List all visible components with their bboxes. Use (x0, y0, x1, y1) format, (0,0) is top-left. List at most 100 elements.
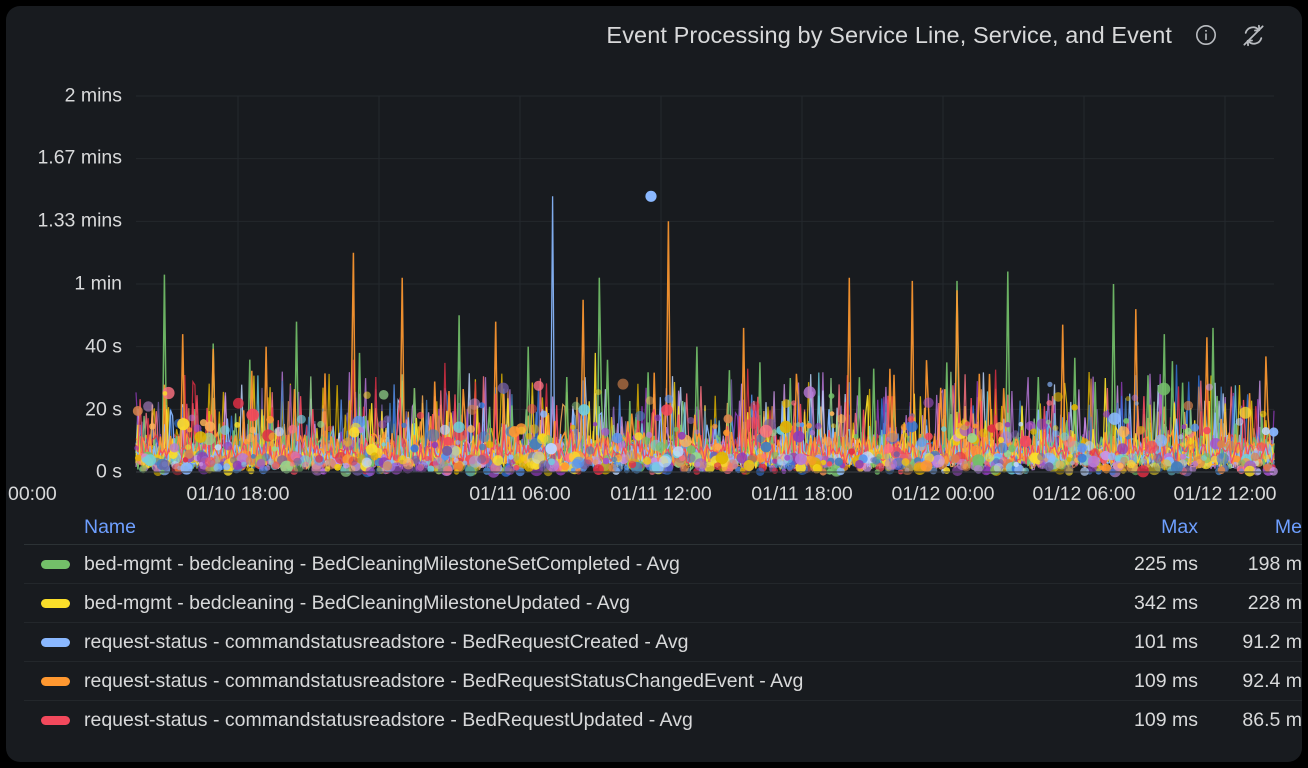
legend-table[interactable]: Name Max Me bed-mgmt - bedcleaning - Bed… (6, 510, 1302, 762)
data-point (1126, 459, 1136, 469)
data-point (714, 443, 722, 451)
data-point (776, 458, 783, 466)
data-point (621, 456, 628, 463)
data-point (271, 461, 280, 470)
data-point (731, 464, 737, 470)
column-header-max[interactable]: Max (1161, 515, 1198, 538)
data-point (289, 461, 295, 467)
data-point (533, 380, 544, 391)
data-point (1261, 427, 1270, 436)
data-point (760, 441, 772, 453)
data-point (525, 433, 533, 440)
legend-row[interactable]: request-status - commandstatusreadstore … (24, 662, 1302, 701)
data-point (1039, 459, 1046, 466)
data-point (1238, 459, 1246, 467)
data-point (246, 466, 251, 472)
data-point (571, 401, 581, 410)
data-point (1203, 426, 1211, 435)
data-point (1201, 455, 1207, 461)
series-name[interactable]: request-status - commandstatusreadstore … (84, 630, 689, 653)
legend-row[interactable]: bed-mgmt - bedcleaning - BedCleaningMile… (24, 545, 1302, 584)
data-point (1217, 466, 1226, 475)
legend-header-row: Name Max Me (24, 510, 1302, 545)
data-point (823, 436, 833, 446)
data-point (363, 391, 371, 399)
data-point (288, 424, 298, 434)
data-point (585, 456, 594, 465)
data-point (967, 433, 978, 443)
data-point (143, 401, 154, 412)
legend-row[interactable]: request-status - commandstatusreadstore … (24, 623, 1302, 662)
data-point (1170, 461, 1183, 474)
data-point (795, 462, 806, 474)
plot-canvas[interactable] (6, 64, 1302, 510)
data-point (809, 430, 816, 436)
data-point (673, 446, 684, 457)
data-point (1052, 430, 1060, 437)
data-point (453, 460, 465, 473)
legend-row[interactable]: request-status - commandstatusreadstore … (24, 701, 1302, 740)
data-point (795, 422, 801, 428)
data-point (478, 431, 490, 442)
y-axis-tick-label: 1 min (74, 272, 122, 295)
data-point (134, 445, 139, 451)
data-point (750, 401, 760, 411)
data-point (1265, 454, 1271, 460)
series-color-swatch-cell (24, 559, 84, 569)
data-point (890, 464, 896, 469)
data-point (453, 421, 465, 433)
data-point (442, 445, 453, 456)
data-point (162, 391, 168, 396)
column-header-mean[interactable]: Me (1274, 515, 1302, 538)
data-point (829, 411, 835, 417)
data-point (1025, 421, 1036, 431)
data-point (735, 466, 742, 474)
data-point (883, 443, 894, 454)
info-circle-icon[interactable] (1193, 22, 1219, 48)
data-point (900, 423, 908, 431)
data-point (1036, 418, 1048, 430)
data-point (467, 425, 476, 433)
data-point (188, 414, 196, 422)
refresh-disabled-icon[interactable] (1240, 22, 1266, 48)
data-point (467, 404, 478, 415)
series-name[interactable]: request-status - commandstatusreadstore … (84, 669, 804, 692)
chart-region[interactable]: 2 mins 1.67 mins 1.33 mins 1 min 40 s 20… (6, 64, 1302, 510)
data-point (972, 454, 985, 467)
legend-row[interactable]: bed-mgmt - bedcleaning - BedCleaningMile… (24, 584, 1302, 623)
y-axis-tick-label: 40 s (85, 335, 122, 358)
data-point (1256, 442, 1266, 452)
outlier-data-point (645, 190, 657, 202)
data-point (324, 466, 331, 472)
data-point (1135, 427, 1144, 436)
data-point (1183, 400, 1194, 411)
data-point (132, 406, 143, 416)
data-point (1157, 382, 1171, 396)
x-axis-tick-label: 01/12 06:00 (1032, 483, 1136, 505)
data-point (497, 382, 509, 394)
data-point (1187, 439, 1198, 449)
series-name[interactable]: bed-mgmt - bedcleaning - BedCleaningMile… (84, 552, 680, 575)
data-point (537, 433, 549, 445)
column-header-name[interactable]: Name (84, 515, 137, 538)
data-point (1117, 443, 1129, 455)
data-point (997, 442, 1008, 454)
series-mean-value: 92.4 m (1242, 669, 1302, 692)
data-point (642, 436, 651, 445)
data-point (704, 461, 715, 473)
data-point (602, 457, 610, 465)
data-point (771, 451, 779, 460)
data-point (198, 461, 204, 467)
data-point (592, 459, 599, 465)
data-point (432, 457, 445, 469)
series-color-swatch (41, 559, 70, 569)
data-point (348, 465, 356, 473)
data-point (561, 462, 570, 471)
data-point (1018, 421, 1024, 427)
data-point (375, 467, 383, 475)
data-point (1131, 394, 1139, 402)
data-point (795, 453, 807, 466)
y-axis-tick-label: 1.67 mins (37, 146, 122, 169)
series-name[interactable]: bed-mgmt - bedcleaning - BedCleaningMile… (84, 591, 630, 614)
series-name[interactable]: request-status - commandstatusreadstore … (84, 709, 693, 731)
